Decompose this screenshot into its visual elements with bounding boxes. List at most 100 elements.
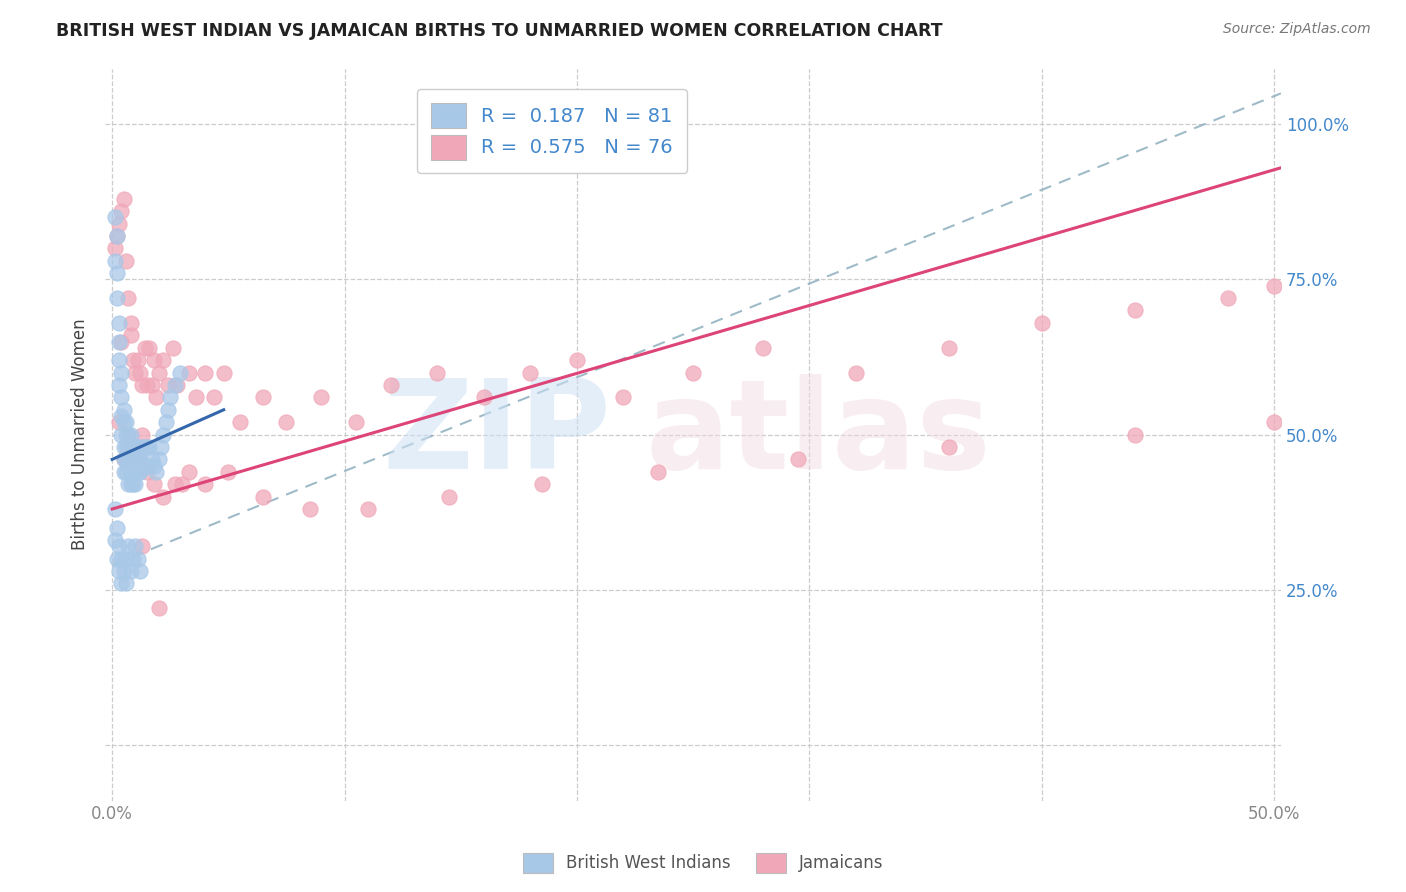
Point xyxy=(156,378,179,392)
Point xyxy=(108,334,131,349)
Point xyxy=(344,415,367,429)
Point xyxy=(166,378,188,392)
Text: Source: ZipAtlas.com: Source: ZipAtlas.com xyxy=(1223,22,1371,37)
Point xyxy=(110,427,132,442)
Point xyxy=(148,452,170,467)
Point xyxy=(117,440,139,454)
Point xyxy=(131,440,153,454)
Point xyxy=(117,291,139,305)
Point xyxy=(163,378,186,392)
Point xyxy=(143,458,166,473)
Point xyxy=(122,551,145,566)
Point xyxy=(117,477,139,491)
Point xyxy=(141,378,163,392)
Point xyxy=(115,452,138,467)
Point xyxy=(845,366,868,380)
Point xyxy=(170,477,193,491)
Point xyxy=(120,316,142,330)
Point xyxy=(115,576,138,591)
Point xyxy=(127,465,149,479)
Point xyxy=(612,390,634,404)
Point xyxy=(129,440,152,454)
Point xyxy=(108,217,131,231)
Point xyxy=(357,502,380,516)
Point xyxy=(1263,278,1285,293)
Point xyxy=(682,366,704,380)
Point xyxy=(115,440,138,454)
Point xyxy=(105,229,128,244)
Point xyxy=(647,465,669,479)
Point xyxy=(127,551,149,566)
Point xyxy=(103,253,125,268)
Point xyxy=(105,551,128,566)
Point xyxy=(141,452,163,467)
Point xyxy=(110,366,132,380)
Point xyxy=(105,291,128,305)
Point xyxy=(110,390,132,404)
Point xyxy=(122,452,145,467)
Point xyxy=(127,353,149,368)
Point xyxy=(519,366,541,380)
Point xyxy=(117,458,139,473)
Legend: R =  0.187   N = 81, R =  0.575   N = 76: R = 0.187 N = 81, R = 0.575 N = 76 xyxy=(418,89,686,173)
Point xyxy=(131,378,153,392)
Point xyxy=(472,390,495,404)
Point xyxy=(115,551,138,566)
Point xyxy=(131,539,153,553)
Point xyxy=(131,427,153,442)
Point xyxy=(437,490,460,504)
Point xyxy=(129,452,152,467)
Point xyxy=(143,353,166,368)
Point xyxy=(124,366,146,380)
Point xyxy=(752,341,775,355)
Point xyxy=(159,390,181,404)
Point xyxy=(163,477,186,491)
Point xyxy=(105,266,128,280)
Point xyxy=(115,415,138,429)
Point xyxy=(1123,427,1146,442)
Point xyxy=(124,539,146,553)
Point xyxy=(134,458,156,473)
Point xyxy=(108,316,131,330)
Point xyxy=(129,564,152,578)
Point xyxy=(112,440,135,454)
Point xyxy=(112,564,135,578)
Point xyxy=(112,452,135,467)
Point xyxy=(169,366,191,380)
Point xyxy=(115,427,138,442)
Point xyxy=(120,564,142,578)
Point xyxy=(156,402,179,417)
Point xyxy=(120,427,142,442)
Point xyxy=(124,465,146,479)
Point xyxy=(120,465,142,479)
Point xyxy=(129,465,152,479)
Point xyxy=(204,390,226,404)
Point xyxy=(143,477,166,491)
Point xyxy=(155,415,177,429)
Point xyxy=(786,452,808,467)
Point xyxy=(108,539,131,553)
Point xyxy=(276,415,298,429)
Point xyxy=(117,539,139,553)
Point xyxy=(1123,303,1146,318)
Point xyxy=(112,465,135,479)
Point xyxy=(112,402,135,417)
Point xyxy=(136,440,159,454)
Point xyxy=(134,341,156,355)
Point xyxy=(117,427,139,442)
Point xyxy=(184,390,207,404)
Point xyxy=(105,229,128,244)
Point xyxy=(129,366,152,380)
Point xyxy=(148,366,170,380)
Point xyxy=(938,341,960,355)
Point xyxy=(122,440,145,454)
Point xyxy=(136,378,159,392)
Point xyxy=(112,452,135,467)
Point xyxy=(105,521,128,535)
Point xyxy=(115,253,138,268)
Point xyxy=(112,192,135,206)
Point xyxy=(110,204,132,219)
Point xyxy=(380,378,402,392)
Point xyxy=(565,353,588,368)
Point xyxy=(162,341,184,355)
